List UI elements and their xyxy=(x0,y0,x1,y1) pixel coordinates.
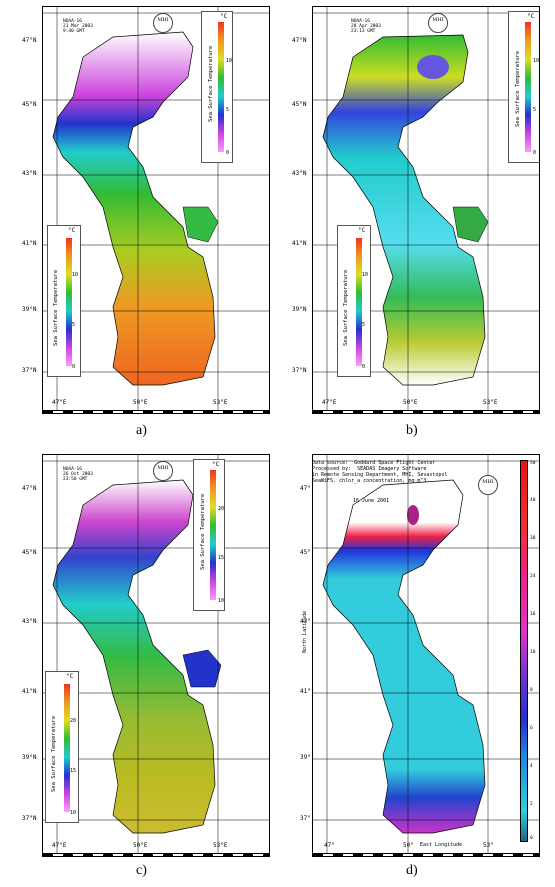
lat-label: 43°N xyxy=(22,170,37,177)
mhi-logo-icon: MHI xyxy=(428,13,448,33)
lon-label: 53° xyxy=(483,842,494,849)
lat-axis-title: North Latitude xyxy=(302,610,308,653)
lat-label: 47° xyxy=(300,485,311,492)
lat-label: 37°N xyxy=(292,367,307,374)
caption-d: d) xyxy=(406,863,418,878)
lat-label: 47°N xyxy=(292,37,307,44)
lat-label: 43°N xyxy=(292,170,307,177)
scale-bar xyxy=(42,853,270,857)
lon-label: 53°E xyxy=(213,842,228,849)
lon-axis-title: East Longitude xyxy=(420,842,463,848)
header-c: NOAA-16 26 Oct 2003 23:50 GMT xyxy=(63,467,93,482)
lat-label: 41°N xyxy=(292,240,307,247)
colorbar-tick: 50 xyxy=(530,461,536,466)
caption-a: a) xyxy=(136,423,147,438)
lon-label: 50°E xyxy=(133,842,148,849)
caspian-sst-map-c xyxy=(43,455,269,855)
lon-label: 47°E xyxy=(52,842,67,849)
lat-label: 39°N xyxy=(292,306,307,313)
map-b: NOAA-16 28 Apr 2003 23:13 GMT MHI °C 10 5 … xyxy=(312,6,540,413)
lat-label: 41°N xyxy=(22,240,37,247)
caspian-sst-map-b xyxy=(313,7,539,412)
scale-bar xyxy=(312,410,540,414)
lat-label: 43° xyxy=(300,618,311,625)
legend-left-b: °C 10 5 0 Sea Surface Temperature xyxy=(337,225,371,377)
lat-label: 37° xyxy=(300,815,311,822)
header-b: NOAA-16 28 Apr 2003 23:13 GMT xyxy=(351,19,381,34)
legend-left-c: °C 20 15 10 Sea Surface Temperature xyxy=(45,671,79,823)
header-d: Data source: Goddard Space Flight Center… xyxy=(312,460,448,484)
mhi-logo-icon: MHI xyxy=(153,13,173,33)
colorbar-tick: 6 xyxy=(530,726,533,731)
lon-label: 50°E xyxy=(133,399,148,406)
caspian-chlorophyll-map-d xyxy=(313,455,539,855)
map-a: NOAA-16 21 Mar 2003 9:40 GMT MHI °C 10 5 0… xyxy=(42,6,270,413)
colorbar-tick: 30 xyxy=(530,536,536,541)
chlorophyll-colorbar xyxy=(520,460,528,842)
lon-label: 53°E xyxy=(483,399,498,406)
mhi-logo-icon: MHI xyxy=(153,461,173,481)
lat-label: 39°N xyxy=(22,306,37,313)
colorbar-tick: 2 xyxy=(530,802,533,807)
lon-label: 47°E xyxy=(52,399,67,406)
lon-label: 47°E xyxy=(322,399,337,406)
lat-label: 43°N xyxy=(22,618,37,625)
scale-bar xyxy=(312,853,540,857)
map-c: NOAA-16 26 Oct 2003 23:50 GMT MHI °C 20 15… xyxy=(42,454,270,856)
panel-d: MHI 16 June 2001 Data source: Goddard Sp… xyxy=(280,448,555,887)
header-a: NOAA-16 21 Mar 2003 9:40 GMT xyxy=(63,19,93,34)
lon-label: 50° xyxy=(403,842,414,849)
legend-top-a: °C 10 5 0 Sea Surface Temperature xyxy=(201,11,233,163)
mhi-logo-icon: MHI xyxy=(478,475,498,495)
colorbar-tick: 24 xyxy=(530,574,536,579)
lat-label: 41° xyxy=(300,688,311,695)
colorbar-tick: 16 xyxy=(530,612,536,617)
lat-label: 37°N xyxy=(22,815,37,822)
lat-label: 45°N xyxy=(22,549,37,556)
legend-top-b: °C 10 5 0 Sea Surface Temperature xyxy=(508,11,539,163)
lat-label: 45° xyxy=(300,549,311,556)
legend-top-c: °C 20 15 10 Sea Surface Temperature xyxy=(193,459,225,611)
colorbar-tick: 4 xyxy=(530,764,533,769)
lat-label: 41°N xyxy=(22,688,37,695)
lat-label: 39° xyxy=(300,754,311,761)
lon-label: 47° xyxy=(324,842,335,849)
colorbar-tick: 10 xyxy=(530,650,536,655)
caption-c: c) xyxy=(136,863,147,878)
scale-bar xyxy=(42,410,270,414)
colorbar-tick: 8 xyxy=(530,688,533,693)
date-d: 16 June 2001 xyxy=(353,498,390,504)
lat-label: 45°N xyxy=(292,101,307,108)
colorbar-tick: 40 xyxy=(530,498,536,503)
lat-label: 45°N xyxy=(22,101,37,108)
panel-c: NOAA-16 26 Oct 2003 23:50 GMT MHI °C 20 15… xyxy=(0,448,280,887)
lat-label: 47°N xyxy=(22,37,37,44)
colorbar-tick: 0 xyxy=(530,836,533,841)
lat-label: 47°N xyxy=(22,485,37,492)
lat-label: 37°N xyxy=(22,367,37,374)
lat-label: 39°N xyxy=(22,754,37,761)
lon-label: 53°E xyxy=(213,399,228,406)
legend-left-a: °C 10 5 0 Sea Surface Temperature xyxy=(47,225,81,377)
map-d: MHI 16 June 2001 xyxy=(312,454,540,856)
caspian-sst-map-a xyxy=(43,7,269,412)
panel-b: NOAA-16 28 Apr 2003 23:13 GMT MHI °C 10 5 … xyxy=(280,0,555,440)
panel-a: NOAA-16 21 Mar 2003 9:40 GMT MHI °C 10 5 0… xyxy=(0,0,280,440)
caption-b: b) xyxy=(406,423,418,438)
lon-label: 50°E xyxy=(403,399,418,406)
